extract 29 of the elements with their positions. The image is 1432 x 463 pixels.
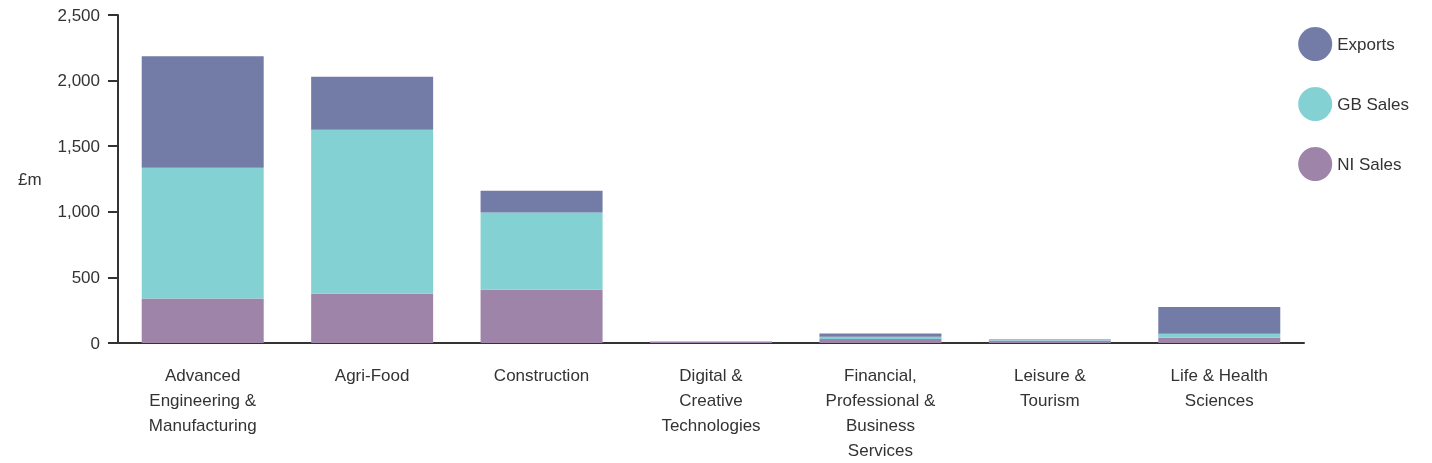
x-tick-label: Life & Health Sciences bbox=[1170, 366, 1268, 410]
legend-label: NI Sales bbox=[1337, 154, 1402, 174]
y-tick-label: 1,500 bbox=[57, 136, 100, 156]
x-tick-label: Agri-Food bbox=[334, 366, 410, 385]
bar bbox=[141, 56, 264, 168]
y-tick-label: 1,000 bbox=[57, 202, 100, 222]
y-tick-label: 2,500 bbox=[57, 5, 100, 25]
y-axis-title: £m bbox=[18, 169, 42, 189]
bar bbox=[141, 167, 264, 299]
bar bbox=[480, 190, 603, 213]
x-tick-label: Leisure & Tourism bbox=[1013, 366, 1087, 410]
bar bbox=[1158, 306, 1281, 334]
y-tick-label: 2,000 bbox=[57, 71, 100, 91]
y-tick-label: 500 bbox=[71, 267, 100, 287]
bar bbox=[141, 298, 264, 343]
bar bbox=[480, 212, 603, 290]
bar bbox=[480, 289, 603, 343]
bar bbox=[311, 129, 434, 294]
bar bbox=[1158, 333, 1281, 338]
bar bbox=[1158, 337, 1281, 343]
x-tick-label: Construction bbox=[493, 366, 590, 385]
x-tick-label: Financial, Professional & Business Services bbox=[825, 366, 936, 460]
legend-label: GB Sales bbox=[1337, 94, 1409, 114]
bar bbox=[311, 76, 434, 130]
y-tick-label: 0 bbox=[90, 333, 100, 353]
bar bbox=[311, 293, 434, 343]
x-tick-label: Digital & Creative Technologies bbox=[661, 366, 761, 435]
x-tick-label: Advanced Engineering & Manufacturing bbox=[148, 366, 257, 435]
legend-label: Exports bbox=[1337, 34, 1395, 54]
